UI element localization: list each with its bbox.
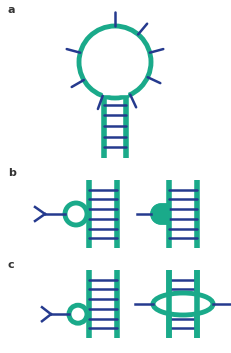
Text: a: a [8, 5, 15, 15]
Polygon shape [151, 204, 169, 224]
Ellipse shape [155, 295, 211, 313]
Text: b: b [8, 168, 16, 178]
Bar [103, 62, 127, 94]
Text: c: c [8, 260, 15, 270]
